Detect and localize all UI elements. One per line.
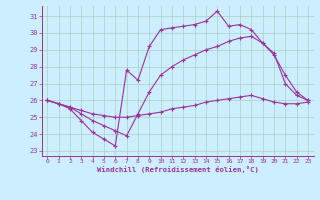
X-axis label: Windchill (Refroidissement éolien,°C): Windchill (Refroidissement éolien,°C) — [97, 166, 259, 173]
